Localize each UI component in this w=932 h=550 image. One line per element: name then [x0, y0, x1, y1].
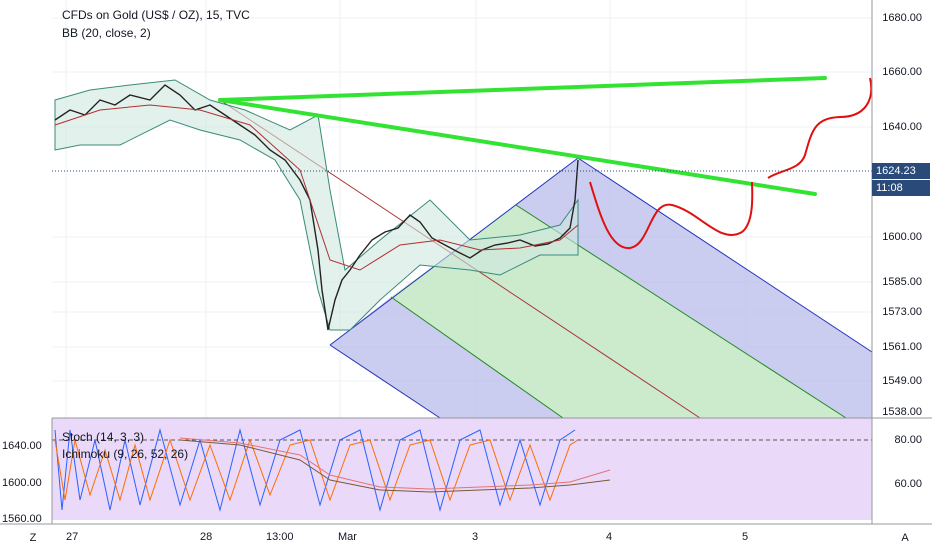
left-tick: 1600.00 — [2, 477, 42, 489]
left-tick: 1640.00 — [2, 440, 42, 452]
price-tick: 1561.00 — [882, 341, 922, 353]
auto-scale-button[interactable]: A — [901, 532, 909, 544]
pitchfork-outer-lower — [330, 297, 563, 418]
time-tick: 3 — [472, 531, 479, 543]
time-tick: 13:00 — [266, 531, 294, 543]
stoch-legend[interactable]: Stoch (14, 3, 3) — [62, 430, 145, 444]
countdown-tag: 11:08 — [872, 180, 930, 196]
left-tick: 1560.00 — [2, 513, 42, 525]
osc-tick: 60.00 — [894, 478, 922, 490]
bollinger-basis — [54, 104, 579, 271]
projection-path — [589, 77, 873, 250]
time-tick: 4 — [606, 531, 613, 543]
price-series — [54, 84, 579, 331]
price-tick: 1600.00 — [882, 231, 922, 243]
osc-tick: 80.00 — [894, 434, 922, 446]
oscillator-pane — [52, 418, 872, 520]
time-tick: 28 — [200, 531, 213, 543]
stoch-d — [54, 438, 579, 502]
price-tick: 1538.00 — [882, 406, 922, 418]
lower-trendline — [218, 98, 817, 196]
bb-legend[interactable]: BB (20, close, 2) — [62, 26, 151, 40]
chart-title: CFDs on Gold (US$ / OZ), 15, TVC — [62, 8, 250, 22]
price-tick: 1640.00 — [882, 121, 922, 133]
time-tick: 27 — [66, 531, 79, 543]
price-tick: 1549.00 — [882, 375, 922, 387]
ichimoku-legend[interactable]: Ichimoku (9, 26, 52, 26) — [62, 447, 189, 461]
bollinger-band — [54, 79, 579, 331]
time-tick: 5 — [742, 531, 749, 543]
time-tick: Mar — [338, 531, 357, 543]
ichimoku-lines — [179, 439, 611, 493]
price-tick: 1585.00 — [882, 276, 922, 288]
price-tick: 1660.00 — [882, 66, 922, 78]
price-tick: 1573.00 — [882, 306, 922, 318]
zoom-button[interactable]: Z — [29, 532, 37, 544]
current-price-tag: 1624.23 — [872, 163, 930, 179]
stoch-k — [54, 428, 576, 512]
price-tick: 1680.00 — [882, 12, 922, 24]
upper-trendline — [218, 76, 827, 102]
